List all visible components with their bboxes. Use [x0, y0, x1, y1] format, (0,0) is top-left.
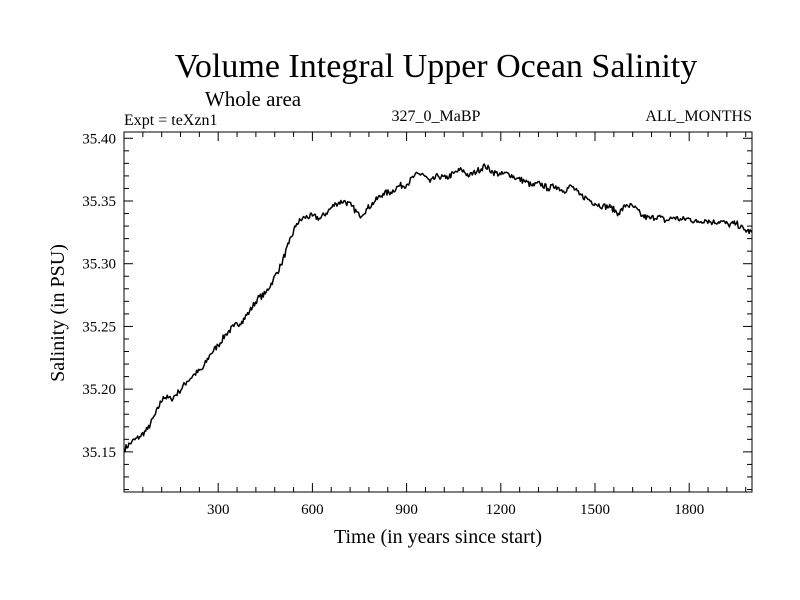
y-axis-label: Salinity (in PSU) — [47, 244, 69, 382]
chart-title: Volume Integral Upper Ocean Salinity — [175, 48, 697, 85]
y-tick-label: 35.20 — [82, 382, 116, 398]
y-tick-label: 35.15 — [82, 445, 116, 461]
expt-label: Expt = teXzn1 — [124, 112, 217, 129]
plot-frame — [123, 131, 753, 493]
chart-subtitle: Whole area — [205, 87, 302, 111]
y-axis-ticks: 35.15 35.20 35.25 35.30 35.35 35.40 — [82, 131, 752, 490]
x-axis-ticks: 300 600 900 1200 1500 1800 — [142, 132, 747, 518]
y-tick-label: 35.25 — [82, 319, 116, 335]
salinity-series-line — [123, 163, 753, 453]
x-tick-label: 1800 — [674, 502, 704, 518]
x-tick-label: 1200 — [486, 502, 516, 518]
y-tick-label: 35.35 — [82, 194, 116, 210]
x-tick-label: 600 — [301, 502, 324, 518]
months-label: ALL_MONTHS — [645, 108, 752, 125]
center-label: 327_0_MaBP — [392, 108, 481, 125]
y-tick-label: 35.40 — [82, 131, 116, 147]
x-axis-label: Time (in years since start) — [334, 526, 542, 548]
x-tick-label: 1500 — [580, 502, 610, 518]
y-tick-label: 35.30 — [82, 257, 116, 273]
x-tick-label: 300 — [207, 502, 230, 518]
x-tick-label: 900 — [395, 502, 418, 518]
